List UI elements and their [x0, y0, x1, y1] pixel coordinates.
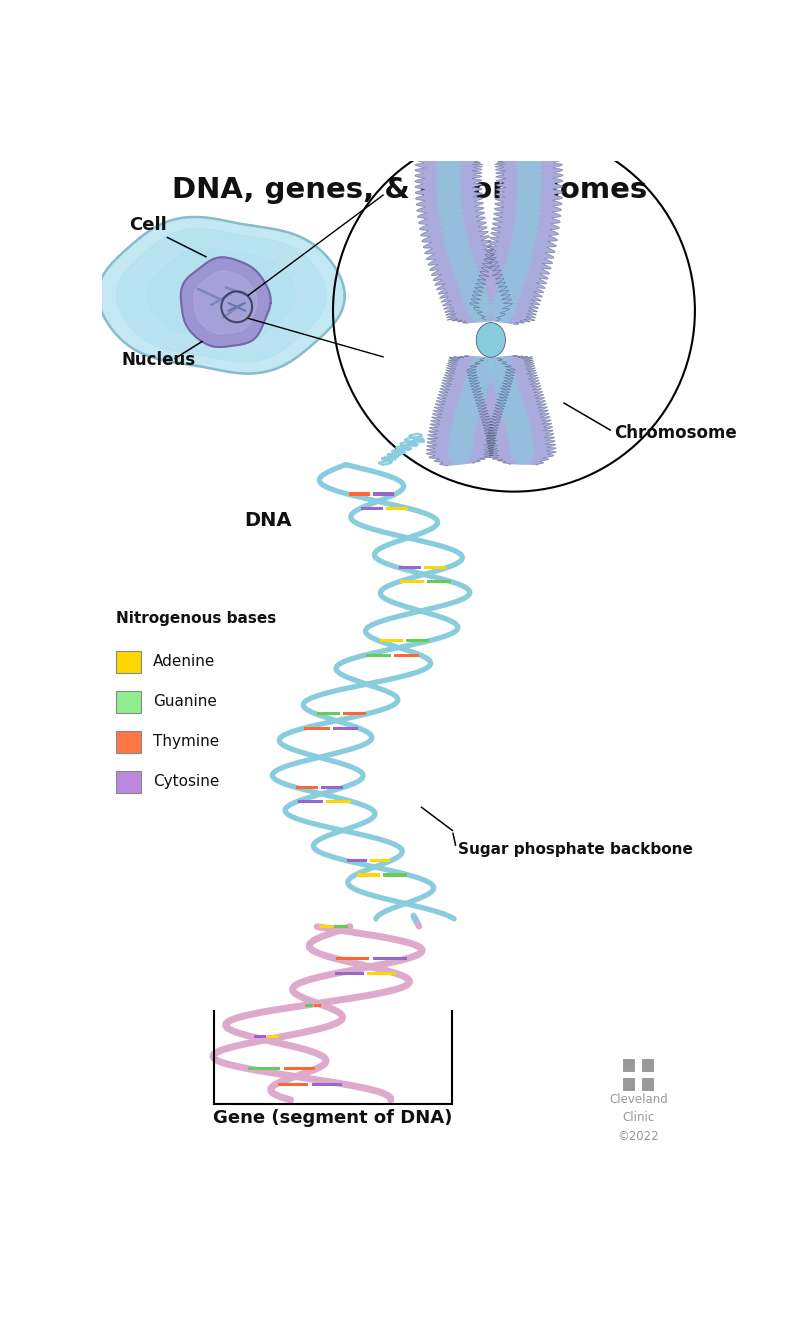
Bar — [335, 972, 363, 976]
Bar — [426, 581, 450, 583]
Bar — [249, 1067, 280, 1070]
Bar — [314, 1004, 322, 1007]
Polygon shape — [98, 216, 345, 374]
Bar — [367, 972, 395, 976]
Text: Chromosome: Chromosome — [614, 423, 737, 442]
Bar — [116, 650, 142, 672]
Text: Gene (segment of DNA): Gene (segment of DNA) — [214, 1109, 453, 1128]
Text: ©2022: ©2022 — [618, 1129, 659, 1142]
Bar — [304, 727, 330, 730]
Text: Cytosine: Cytosine — [153, 774, 219, 789]
Bar — [298, 800, 323, 804]
Bar — [357, 874, 380, 876]
Bar — [284, 1067, 315, 1070]
Bar — [326, 800, 351, 804]
Text: Sugar phosphate backbone: Sugar phosphate backbone — [458, 841, 693, 856]
Bar — [400, 581, 424, 583]
Polygon shape — [117, 228, 326, 362]
Bar — [622, 1058, 636, 1073]
Text: Cell: Cell — [129, 216, 166, 234]
Text: DNA: DNA — [245, 511, 292, 531]
Polygon shape — [194, 271, 257, 333]
Text: Guanine: Guanine — [153, 695, 217, 710]
Bar — [333, 727, 358, 730]
Polygon shape — [414, 142, 513, 324]
Bar — [312, 1083, 342, 1086]
Bar — [362, 507, 383, 511]
Bar — [319, 925, 333, 929]
Bar — [641, 1058, 655, 1073]
Polygon shape — [446, 356, 495, 465]
Polygon shape — [435, 146, 493, 323]
Text: Adenine: Adenine — [153, 655, 215, 669]
Bar — [267, 1035, 278, 1039]
Text: DNA, genes, & chromosomes: DNA, genes, & chromosomes — [172, 176, 648, 204]
Text: Thymine: Thymine — [153, 734, 219, 750]
Ellipse shape — [476, 323, 506, 358]
Bar — [373, 492, 394, 496]
Text: Nucleus: Nucleus — [122, 351, 195, 368]
Bar — [343, 712, 366, 715]
Bar — [641, 1077, 655, 1091]
Polygon shape — [486, 356, 536, 465]
Bar — [116, 771, 142, 793]
Bar — [116, 691, 142, 712]
Bar — [383, 874, 407, 876]
Bar — [370, 859, 390, 862]
Bar — [116, 731, 142, 753]
Bar — [306, 1004, 313, 1007]
Bar — [347, 859, 367, 862]
Bar — [254, 1035, 266, 1039]
Bar — [336, 957, 369, 960]
Polygon shape — [181, 257, 270, 347]
Bar — [424, 566, 446, 569]
Bar — [278, 1083, 308, 1086]
Bar — [386, 507, 408, 511]
Bar — [296, 785, 318, 789]
Bar — [394, 653, 419, 657]
Polygon shape — [490, 146, 543, 323]
Bar — [406, 638, 429, 642]
Polygon shape — [470, 144, 563, 324]
Bar — [366, 653, 391, 657]
Text: Cleveland: Cleveland — [609, 1094, 668, 1106]
Polygon shape — [147, 249, 295, 343]
Polygon shape — [466, 355, 556, 465]
Bar — [374, 957, 406, 960]
Bar — [334, 925, 348, 929]
Bar — [398, 566, 421, 569]
Bar — [317, 712, 340, 715]
Bar — [380, 638, 402, 642]
Polygon shape — [426, 356, 515, 466]
Bar — [622, 1077, 636, 1091]
Text: Nitrogenous bases: Nitrogenous bases — [116, 610, 276, 625]
Bar — [321, 785, 343, 789]
Bar — [349, 492, 370, 496]
Text: Clinic: Clinic — [622, 1111, 654, 1124]
